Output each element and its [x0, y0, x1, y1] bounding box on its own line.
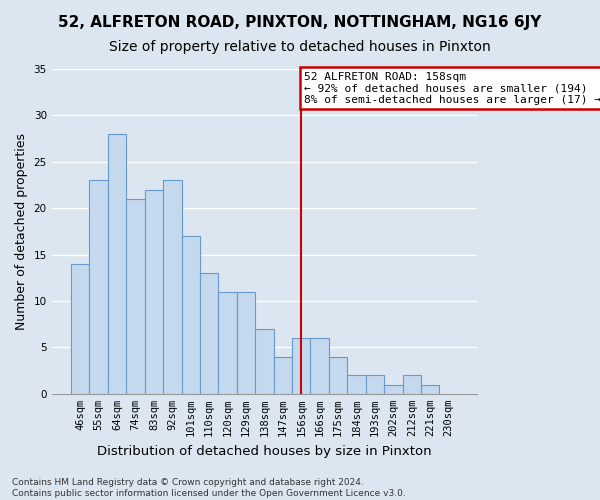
Bar [108, 134, 126, 394]
Bar [89, 180, 108, 394]
Bar [329, 356, 347, 394]
Bar [218, 292, 237, 394]
Bar [347, 375, 366, 394]
Text: Contains HM Land Registry data © Crown copyright and database right 2024.
Contai: Contains HM Land Registry data © Crown c… [12, 478, 406, 498]
Bar [274, 356, 292, 394]
Bar [366, 375, 384, 394]
Bar [71, 264, 89, 394]
X-axis label: Distribution of detached houses by size in Pinxton: Distribution of detached houses by size … [97, 444, 432, 458]
Bar [292, 338, 310, 394]
Bar [163, 180, 182, 394]
Text: Size of property relative to detached houses in Pinxton: Size of property relative to detached ho… [109, 40, 491, 54]
Bar [200, 273, 218, 394]
Bar [421, 384, 439, 394]
Bar [145, 190, 163, 394]
Bar [126, 199, 145, 394]
Bar [182, 236, 200, 394]
Bar [403, 375, 421, 394]
Text: 52 ALFRETON ROAD: 158sqm
← 92% of detached houses are smaller (194)
8% of semi-d: 52 ALFRETON ROAD: 158sqm ← 92% of detach… [304, 72, 600, 105]
Bar [237, 292, 255, 394]
Bar [255, 329, 274, 394]
Bar [384, 384, 403, 394]
Y-axis label: Number of detached properties: Number of detached properties [15, 133, 28, 330]
Bar [310, 338, 329, 394]
Text: 52, ALFRETON ROAD, PINXTON, NOTTINGHAM, NG16 6JY: 52, ALFRETON ROAD, PINXTON, NOTTINGHAM, … [58, 15, 542, 30]
